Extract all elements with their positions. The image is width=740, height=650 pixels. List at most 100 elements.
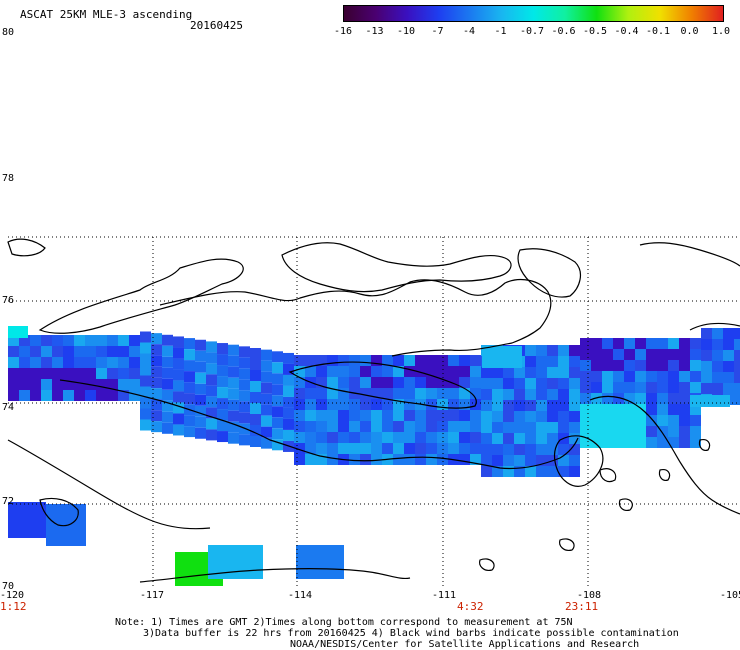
wind-cell <box>734 328 740 339</box>
wind-cell <box>250 436 261 447</box>
wind-cell <box>470 366 481 377</box>
wind-cell <box>404 355 415 366</box>
wind-cell <box>338 432 349 443</box>
wind-cell <box>316 355 327 366</box>
wind-cell <box>107 368 118 379</box>
wind-cell <box>283 429 294 441</box>
wind-cell <box>8 335 19 346</box>
wind-cell <box>536 455 547 466</box>
wind-cell <box>459 454 470 465</box>
wind-cell <box>228 410 239 422</box>
wind-cell <box>272 384 283 396</box>
wind-cell <box>393 377 404 388</box>
coastline-melville <box>281 242 512 293</box>
wind-cell <box>360 377 371 388</box>
coastline-cornwallis <box>639 242 740 267</box>
wind-cell <box>184 349 195 361</box>
wind-cell <box>591 349 602 360</box>
colorbar-tick-label: 1.0 <box>711 26 731 37</box>
wind-cell <box>613 415 624 426</box>
wind-cell <box>646 371 657 382</box>
wind-cell <box>657 426 668 437</box>
wind-cell <box>679 349 690 360</box>
wind-cell <box>558 444 569 455</box>
coastline-victoria-inner <box>288 361 477 409</box>
colorbar-tick-label: -0.7 <box>519 26 545 37</box>
wind-cell <box>415 443 426 454</box>
wind-cell <box>613 360 624 371</box>
coastline-victoria-north <box>159 279 552 357</box>
wind-cell <box>547 378 558 389</box>
wind-cell <box>514 367 525 378</box>
wind-cell <box>690 426 701 437</box>
wind-cell <box>426 377 437 388</box>
wind-cell <box>74 379 85 390</box>
wind-cell <box>305 399 316 410</box>
wind-cell <box>580 338 591 349</box>
colorbar-tick-label: -1 <box>494 26 507 37</box>
wind-cell <box>646 426 657 437</box>
wind-cell <box>217 376 228 388</box>
wind-cell <box>140 342 151 354</box>
wind-cell <box>580 415 591 426</box>
wind-cell <box>481 378 492 389</box>
wind-cell <box>536 433 547 444</box>
wind-cell <box>635 415 646 426</box>
wind-cell <box>371 355 382 366</box>
wind-cell <box>118 346 129 357</box>
wind-cell <box>547 345 558 356</box>
wind-cell <box>250 381 261 392</box>
coastline-victoria-main <box>59 379 579 470</box>
coastline-mainland-west <box>7 439 211 530</box>
wind-cell <box>470 410 481 421</box>
wind-cell <box>437 454 448 465</box>
wind-cell <box>239 434 250 446</box>
wind-cell <box>503 466 514 477</box>
wind-cell <box>679 360 690 371</box>
wind-cell <box>547 356 558 367</box>
wind-cell <box>734 361 740 372</box>
wind-cell <box>272 395 283 407</box>
wind-cell <box>382 388 393 399</box>
wind-cell <box>580 437 591 448</box>
longitude-labels: -120 -117 -114 -111 -108 -105 <box>0 590 740 601</box>
wind-cell <box>151 377 162 389</box>
wind-cell <box>294 421 305 432</box>
wind-cell <box>657 371 668 382</box>
wind-cell <box>690 382 701 393</box>
wind-cell <box>327 432 338 443</box>
wind-cell-patch <box>8 326 28 338</box>
wind-cell <box>514 378 525 389</box>
wind-cell <box>514 455 525 466</box>
wind-cell <box>250 403 261 414</box>
note-line-2: 3)Data buffer is 22 hrs from 20160425 4)… <box>143 628 679 639</box>
wind-cell <box>382 432 393 443</box>
wind-cell <box>426 366 437 377</box>
wind-cell <box>404 388 415 399</box>
colorbar-tick-label: -10 <box>396 26 416 37</box>
wind-cell <box>624 349 635 360</box>
wind-cell <box>470 388 481 399</box>
wind-cell <box>85 357 96 368</box>
wind-cell <box>602 382 613 393</box>
wind-cell <box>19 390 30 401</box>
wind-cell <box>393 443 404 454</box>
wind-cell <box>283 374 294 386</box>
wind-cell <box>327 355 338 366</box>
wind-cell <box>690 437 701 448</box>
wind-cell <box>118 335 129 346</box>
wind-cell <box>19 379 30 390</box>
wind-cell <box>41 379 52 390</box>
wind-cell <box>547 411 558 422</box>
wind-cell <box>569 400 580 411</box>
wind-cell <box>184 382 195 394</box>
wind-cell <box>668 415 679 426</box>
wind-cell <box>558 345 569 356</box>
coastlines <box>7 238 740 583</box>
wind-cell <box>52 368 63 379</box>
coastline-banks-island <box>7 238 46 257</box>
wind-cell <box>514 400 525 411</box>
wind-cell <box>404 443 415 454</box>
wind-cell <box>591 371 602 382</box>
wind-cell <box>239 346 250 358</box>
